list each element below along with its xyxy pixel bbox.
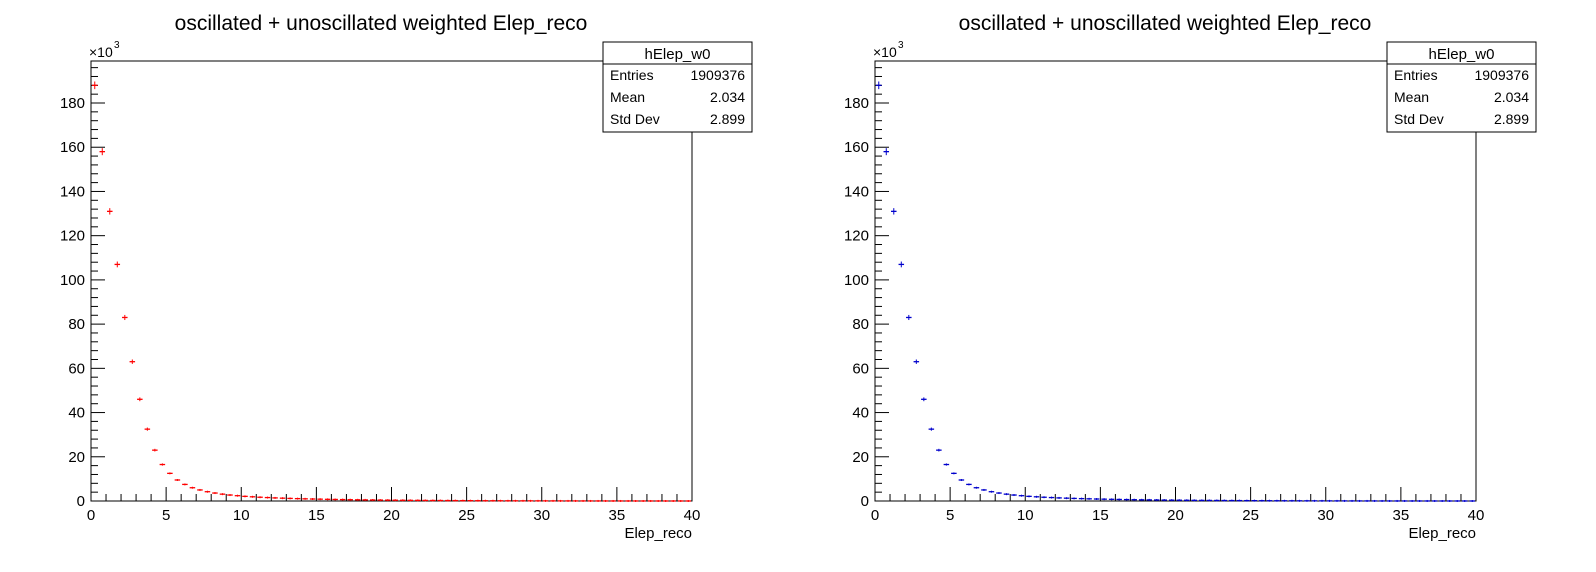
y-tick-label: 60 xyxy=(852,360,869,377)
stats-row-value: 2.034 xyxy=(710,89,745,105)
stats-row-value: 2.034 xyxy=(1494,89,1529,105)
y-multiplier-exponent: 3 xyxy=(114,40,120,51)
y-tick-label: 100 xyxy=(844,272,869,289)
x-tick-label: 20 xyxy=(1167,507,1184,524)
x-tick-label: 30 xyxy=(1317,507,1334,524)
x-tick-label: 10 xyxy=(1017,507,1034,524)
x-tick-label: 25 xyxy=(1242,507,1259,524)
stats-row-value: 2.899 xyxy=(710,111,745,127)
stats-row-label: Std Dev xyxy=(610,111,660,127)
y-tick-label: 160 xyxy=(60,139,85,156)
histogram-panel-left: oscillated + unoscillated weighted Elep_… xyxy=(0,0,784,572)
y-tick-label: 100 xyxy=(60,272,85,289)
stats-box-frame xyxy=(602,41,753,133)
x-tick-label: 0 xyxy=(871,507,879,524)
y-tick-label: 40 xyxy=(68,405,85,422)
x-tick-label: 35 xyxy=(609,507,626,524)
x-tick-label: 20 xyxy=(383,507,400,524)
y-tick-label: 20 xyxy=(68,449,85,466)
chart-title: oscillated + unoscillated weighted Elep_… xyxy=(959,12,1372,35)
y-tick-label: 40 xyxy=(852,405,869,422)
stats-box-frame xyxy=(1386,41,1537,133)
x-axis-label: Elep_reco xyxy=(1408,525,1476,542)
plot-frame xyxy=(874,60,1477,502)
stats-box-name: hElep_w0 xyxy=(645,46,711,63)
stats-row-value: 1909376 xyxy=(690,67,745,83)
y-tick-label: 180 xyxy=(844,95,869,112)
stats-box-name: hElep_w0 xyxy=(1429,46,1495,63)
y-tick-label: 140 xyxy=(60,183,85,200)
y-tick-label: 140 xyxy=(844,183,869,200)
stats-row-label: Mean xyxy=(1394,89,1429,105)
stats-box: hElep_w0 Entries 1909376 Mean 2.034 Std Dev 2.… xyxy=(1386,41,1537,133)
plot-frame xyxy=(90,60,693,502)
x-axis-label: Elep_reco xyxy=(624,525,692,542)
x-tick-label: 15 xyxy=(308,507,325,524)
x-tick-label: 35 xyxy=(1393,507,1410,524)
y-tick-label: 180 xyxy=(60,95,85,112)
x-tick-label: 0 xyxy=(87,507,95,524)
histogram-chart-right: oscillated + unoscillated weighted Elep_… xyxy=(844,12,1537,542)
chart-title: oscillated + unoscillated weighted Elep_… xyxy=(175,12,588,35)
y-tick-label: 120 xyxy=(844,228,869,245)
y-tick-label: 20 xyxy=(852,449,869,466)
stats-row-label: Entries xyxy=(610,67,654,83)
y-tick-label: 80 xyxy=(852,316,869,333)
x-tick-label: 10 xyxy=(233,507,250,524)
stats-row-label: Mean xyxy=(610,89,645,105)
x-tick-label: 30 xyxy=(533,507,550,524)
stats-box: hElep_w0 Entries 1909376 Mean 2.034 Std Dev 2.… xyxy=(602,41,753,133)
stats-row-value: 2.899 xyxy=(1494,111,1529,127)
y-tick-label: 60 xyxy=(68,360,85,377)
y-tick-label: 120 xyxy=(60,228,85,245)
y-multiplier-exponent: 3 xyxy=(898,40,904,51)
x-tick-label: 5 xyxy=(946,507,954,524)
stats-row-label: Std Dev xyxy=(1394,111,1444,127)
stats-row-value: 1909376 xyxy=(1474,67,1529,83)
y-multiplier-label: ×10 xyxy=(89,44,113,60)
y-tick-label: 0 xyxy=(77,493,85,510)
x-tick-label: 40 xyxy=(1468,507,1485,524)
x-tick-label: 5 xyxy=(162,507,170,524)
histogram-chart-left: oscillated + unoscillated weighted Elep_… xyxy=(60,12,753,542)
histogram-panel-right: oscillated + unoscillated weighted Elep_… xyxy=(784,0,1568,572)
stats-row-label: Entries xyxy=(1394,67,1438,83)
x-tick-label: 15 xyxy=(1092,507,1109,524)
y-tick-label: 80 xyxy=(68,316,85,333)
x-tick-label: 40 xyxy=(684,507,701,524)
x-tick-label: 25 xyxy=(458,507,475,524)
y-tick-label: 0 xyxy=(861,493,869,510)
y-multiplier-label: ×10 xyxy=(873,44,897,60)
y-tick-label: 160 xyxy=(844,139,869,156)
